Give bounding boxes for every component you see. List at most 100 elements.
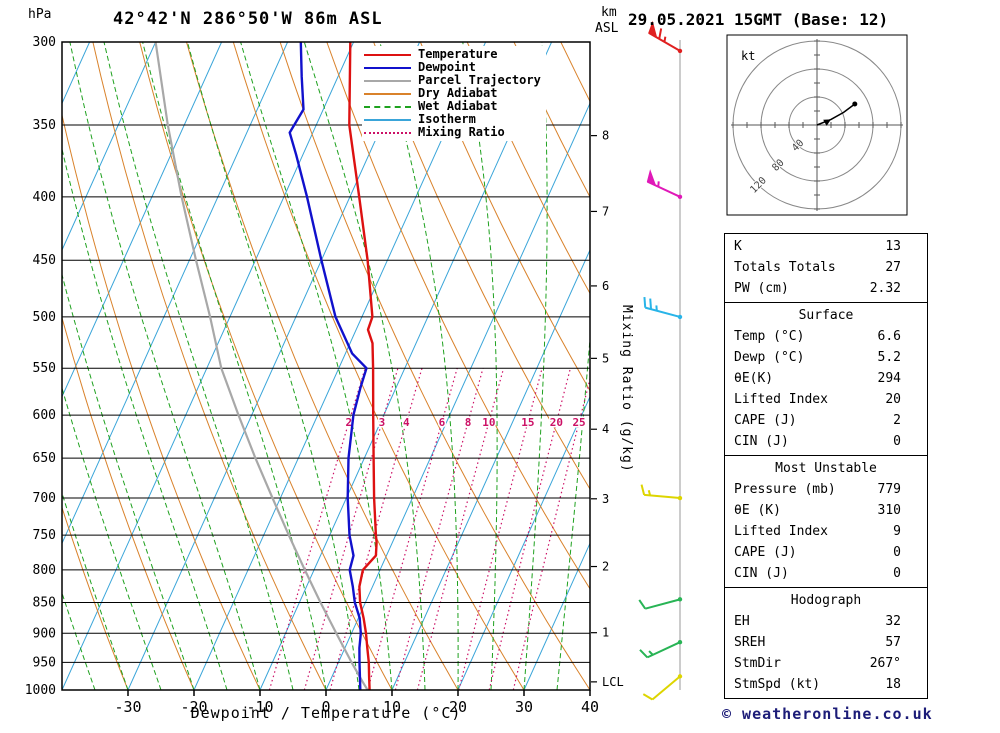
table-row: Pressure (mb) 779 <box>725 479 927 500</box>
svg-text:550: 550 <box>33 361 56 376</box>
svg-text:700: 700 <box>33 491 56 506</box>
legend-swatch-icon <box>364 105 411 108</box>
hodograph-unit-label: kt <box>741 49 755 63</box>
table-row-label: Lifted Index <box>734 524 828 539</box>
table-row-value: 27 <box>885 260 901 275</box>
table-row-value: 0 <box>893 545 901 560</box>
table-row: StmDir 267° <box>725 653 927 674</box>
legend-label: Mixing Ratio <box>418 125 505 139</box>
wind-barb <box>639 639 683 659</box>
legend-swatch-icon <box>364 92 411 95</box>
pressure-axis-unit: hPa <box>28 7 52 22</box>
table-section-header: Hodograph <box>790 593 862 608</box>
mixing-ratio-axis-label: Mixing Ratio (g/kg) <box>619 305 634 473</box>
table-row: K 13 <box>725 236 927 257</box>
legend-swatch-icon <box>364 131 411 134</box>
table-section-header: Most Unstable <box>775 461 877 476</box>
hodograph-arrow-icon <box>823 119 831 126</box>
table-row-value: 0 <box>893 434 901 449</box>
legend-swatch-icon <box>364 118 411 121</box>
table-row: CIN (J) 0 <box>725 431 927 452</box>
legend-item-dry-adiabat: Dry Adiabat <box>364 87 541 100</box>
table-row-value: 779 <box>877 482 901 497</box>
table-row-label: EH <box>734 614 750 629</box>
svg-text:950: 950 <box>33 655 56 670</box>
table-row: Temp (°C) 6.6 <box>725 326 927 347</box>
svg-text:300: 300 <box>33 35 56 50</box>
chart-background-lines <box>62 42 590 690</box>
temperature-curve <box>348 42 378 690</box>
table-row: CAPE (J) 2 <box>725 410 927 431</box>
legend-item-isotherm: Isotherm <box>364 113 541 126</box>
svg-text:350: 350 <box>33 118 56 133</box>
legend-label: Temperature <box>418 47 498 61</box>
indices-table: K 13 Totals Totals 27 PW (cm) 2.32 Surface Temp… <box>724 233 928 699</box>
wind-barb <box>648 20 683 54</box>
svg-text:400: 400 <box>33 190 56 205</box>
table-row-value: 267° <box>869 656 901 671</box>
svg-text:3: 3 <box>602 492 609 506</box>
table-row-value: 0 <box>893 566 901 581</box>
table-row-value: 294 <box>877 371 901 386</box>
table-row-label: CIN (J) <box>734 434 789 449</box>
table-row-label: SREH <box>734 635 766 650</box>
svg-text:15: 15 <box>521 416 534 429</box>
table-row: PW (cm) 2.32 <box>725 278 927 299</box>
table-row-value: 310 <box>877 503 901 518</box>
temperature-tick-labels: -30 -20 -10 0 10 20 30 40 <box>114 690 599 716</box>
table-section-header: Surface <box>798 308 854 323</box>
table-row: Lifted Index 9 <box>725 521 927 542</box>
table-row-label: PW (cm) <box>734 281 789 296</box>
table-row: CAPE (J) 0 <box>725 542 927 563</box>
wind-barb <box>643 296 683 320</box>
table-row: θE (K) 310 <box>725 500 927 521</box>
svg-text:6: 6 <box>602 279 609 293</box>
svg-text:4: 4 <box>602 422 609 436</box>
table-row: StmSpd (kt) 18 <box>725 674 927 695</box>
table-row: Dewp (°C) 5.2 <box>725 347 927 368</box>
table-row-label: StmDir <box>734 656 781 671</box>
svg-text:5: 5 <box>602 351 609 365</box>
svg-text:450: 450 <box>33 253 56 268</box>
legend-item-dewpoint: Dewpoint <box>364 61 541 74</box>
station-title: 42°42'N 286°50'W 86m ASL <box>113 9 383 29</box>
legend-item-mixing-ratio: Mixing Ratio <box>364 126 541 139</box>
legend-label: Dewpoint <box>418 60 476 74</box>
svg-text:2: 2 <box>602 560 609 574</box>
table-row-label: θE(K) <box>734 371 774 386</box>
altitude-axis-unit-km: km <box>601 5 617 20</box>
svg-text:1: 1 <box>602 626 609 640</box>
table-section-surface: Surface Temp (°C) 6.6 Dewp (°C) 5.2 θE(K) 294 L… <box>725 302 927 455</box>
svg-text:25: 25 <box>572 416 585 429</box>
legend-label: Parcel Trajectory <box>418 73 541 87</box>
svg-text:600: 600 <box>33 408 56 423</box>
table-row: SREH 57 <box>725 632 927 653</box>
svg-text:10: 10 <box>482 416 495 429</box>
table-row-label: Pressure (mb) <box>734 482 836 497</box>
svg-text:8: 8 <box>602 129 609 143</box>
table-row-value: 18 <box>885 677 901 692</box>
table-row-value: 20 <box>885 392 901 407</box>
wind-barb <box>646 169 683 200</box>
svg-text:-30: -30 <box>114 698 141 716</box>
table-row-label: CIN (J) <box>734 566 789 581</box>
svg-text:3: 3 <box>379 416 386 429</box>
svg-text:20: 20 <box>449 698 467 716</box>
table-row-value: 6.6 <box>877 329 901 344</box>
lcl-label: LCL <box>602 675 624 689</box>
svg-text:4: 4 <box>403 416 410 429</box>
pressure-tick-labels: 300 350 400 450 500 550 600 650 700 750 800 850 900 9… <box>25 35 56 698</box>
svg-text:800: 800 <box>33 563 56 578</box>
table-row-value: 2.32 <box>869 281 901 296</box>
copyright-link[interactable]: © weatheronline.co.uk <box>722 705 933 723</box>
svg-text:20: 20 <box>550 416 563 429</box>
legend-label: Dry Adiabat <box>418 86 498 100</box>
svg-text:8: 8 <box>465 416 472 429</box>
legend-swatch-icon <box>364 53 411 56</box>
table-row-value: 13 <box>885 239 901 254</box>
legend-item-temperature: Temperature <box>364 48 541 61</box>
parcel-trajectory-curve <box>154 42 369 690</box>
mixing-ratio-labels: 2 3 4 6 8 10 15 20 25 <box>344 415 587 431</box>
